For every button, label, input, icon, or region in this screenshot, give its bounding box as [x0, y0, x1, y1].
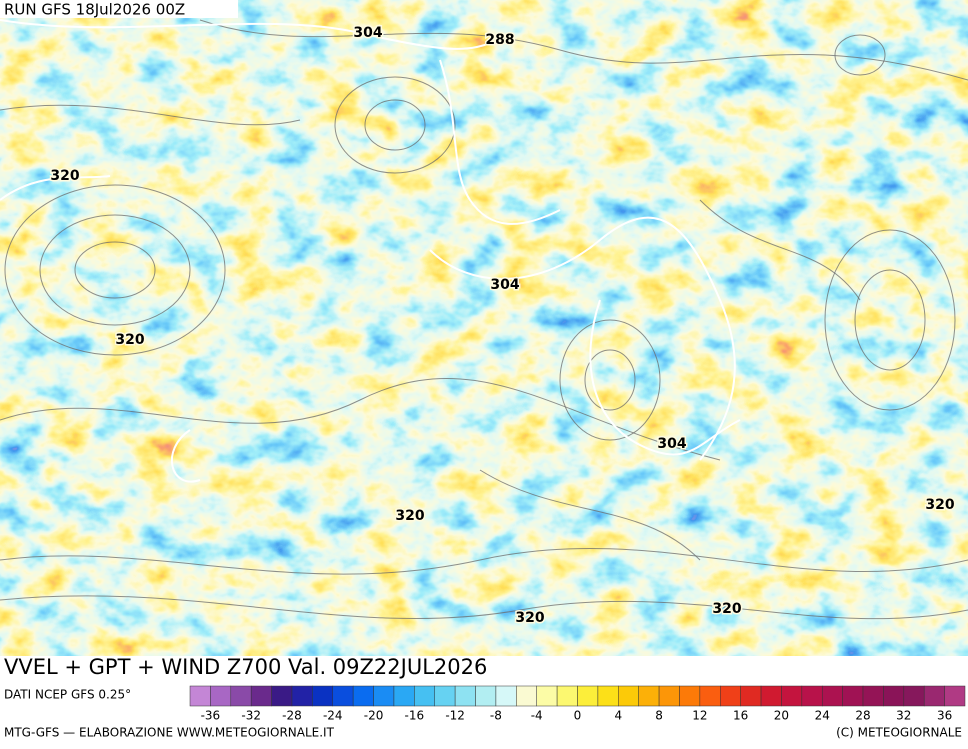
contour-label: 304 — [657, 436, 686, 452]
colorbar-swatch — [475, 685, 497, 707]
run-label-box — [0, 0, 238, 18]
colorbar-swatch — [740, 685, 762, 707]
colorbar-swatch — [842, 685, 864, 707]
colorbar-tick-label: -32 — [241, 709, 261, 723]
credit-left: MTG-GFS — ELABORAZIONE WWW.METEOGIORNALE… — [4, 726, 335, 740]
map-title: VVEL + GPT + WIND Z700 Val. 09Z22JUL2026 — [4, 655, 487, 679]
colorbar-swatch — [352, 685, 374, 707]
colorbar-swatch — [312, 685, 334, 707]
contour-label: 320 — [515, 610, 544, 626]
colorbar-swatch — [577, 685, 599, 707]
colorbar-tick-label: 0 — [574, 709, 582, 723]
colorbar-swatch — [638, 685, 660, 707]
contour-label: 304 — [490, 277, 519, 293]
run-label: RUN GFS 18Jul2026 00Z — [4, 1, 185, 19]
colorbar-swatch — [291, 685, 313, 707]
colorbar-tick-label: -4 — [531, 709, 543, 723]
colorbar-swatch — [454, 685, 476, 707]
colorbar-tick-label: -28 — [282, 709, 302, 723]
colorbar-swatch — [373, 685, 395, 707]
colorbar-tick-label: 12 — [692, 709, 707, 723]
contour-label: 288 — [485, 32, 514, 48]
colorbar-tick-label: 8 — [655, 709, 663, 723]
colorbar-swatch — [760, 685, 782, 707]
colorbar-swatch — [862, 685, 884, 707]
colorbar-swatch — [903, 685, 925, 707]
vertical-velocity-field — [0, 0, 968, 656]
colorbar-swatch — [923, 685, 945, 707]
colorbar-swatch — [556, 685, 578, 707]
colorbar-swatch — [699, 685, 721, 707]
colorbar-swatch — [536, 685, 558, 707]
colorbar-tick-label: -20 — [364, 709, 384, 723]
colorbar-tick-label: 20 — [774, 709, 789, 723]
colorbar-swatch — [801, 685, 823, 707]
height-contours — [0, 19, 741, 483]
credit-right: (C) METEOGIORNALE — [836, 726, 962, 740]
colorbar-swatch — [597, 685, 619, 707]
colorbar-swatch — [720, 685, 741, 707]
colorbar-swatch — [332, 685, 354, 707]
colorbar-swatch — [658, 685, 680, 707]
colorbar-swatch — [883, 685, 905, 707]
colorbar-swatch — [821, 685, 843, 707]
colorbar-swatch — [250, 685, 272, 707]
contour-label: 320 — [925, 497, 954, 513]
streamlines — [0, 19, 968, 620]
contour-label: 304 — [353, 25, 382, 41]
colorbar-tick-label: 32 — [896, 709, 911, 723]
colorbar-swatch — [271, 685, 293, 707]
colorbar-tick-label: -8 — [490, 709, 502, 723]
colorbar-tick-label: 4 — [614, 709, 622, 723]
contour-label: 320 — [50, 168, 79, 184]
colorbar-tick-label: 16 — [733, 709, 748, 723]
colorbar-swatch — [210, 685, 232, 707]
contour-labels: 304 288 320 304 320 304 320 320 320 320 — [49, 24, 956, 628]
colorbar-swatch — [434, 685, 456, 707]
colorbar-swatch — [618, 685, 639, 707]
colorbar-swatch — [189, 685, 211, 707]
colorbar-swatch — [414, 685, 435, 707]
contour-label: 320 — [712, 601, 741, 617]
colorbar-swatch — [679, 685, 701, 707]
colorbar-tick-label: -24 — [323, 709, 343, 723]
colorbar-tick-label: 24 — [815, 709, 830, 723]
colorbar-tick-label: -12 — [445, 709, 465, 723]
colorbar-swatch — [944, 685, 966, 707]
colorbar-swatch — [495, 685, 517, 707]
colorbar-tick-label: -16 — [405, 709, 425, 723]
colorbar-tick-label: 36 — [937, 709, 952, 723]
colorbar-swatch — [516, 685, 537, 707]
colorbar: -36 -32 -28 -24 -20 -16 -12 -8 -4 0 4 8 12 16 20 24 28 32… — [189, 685, 966, 723]
colorbar-tick-label: -36 — [201, 709, 221, 723]
contour-label: 320 — [115, 332, 144, 348]
data-source: DATI NCEP GFS 0.25° — [4, 688, 131, 702]
colorbar-tick-label: 28 — [855, 709, 870, 723]
colorbar-swatch — [393, 685, 415, 707]
colorbar-swatch — [230, 685, 252, 707]
colorbar-swatch — [781, 685, 803, 707]
contour-label: 320 — [395, 508, 424, 524]
